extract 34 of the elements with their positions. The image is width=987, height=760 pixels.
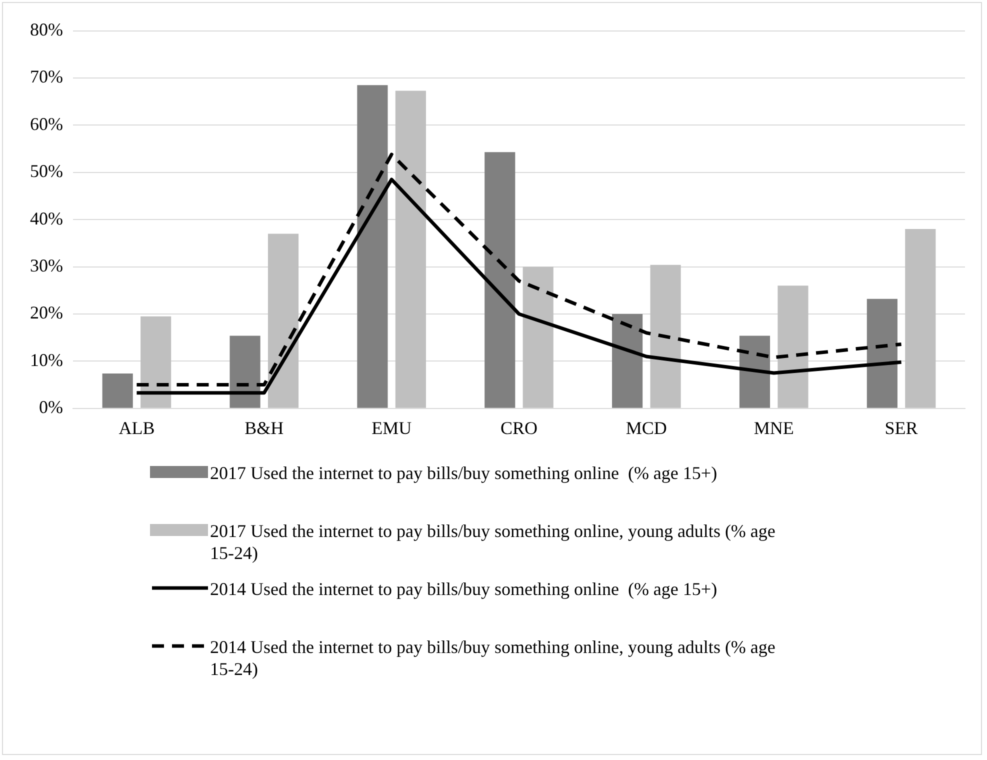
x-tick-label: B&H	[244, 418, 284, 438]
bar	[230, 336, 260, 408]
legend-label: 2014 Used the internet to pay bills/buy something online, young adults (% age 15-24)	[210, 636, 776, 680]
x-tick-label: ALB	[118, 418, 155, 438]
bar	[778, 286, 808, 408]
legend-label: 2014 Used the internet to pay bills/buy something online (% age 15+)	[210, 578, 718, 600]
x-tick-label: SER	[884, 418, 918, 438]
y-tick-label: 70%	[30, 66, 63, 87]
y-tick-label: 80%	[30, 20, 63, 40]
bar	[905, 229, 936, 408]
x-tick-label: CRO	[500, 418, 538, 438]
bar	[268, 234, 299, 408]
x-tick-label: MNE	[754, 418, 794, 438]
y-tick-label: 40%	[30, 208, 63, 228]
y-tick-label: 20%	[30, 302, 63, 323]
y-tick-label: 30%	[30, 256, 63, 276]
y-tick-label: 10%	[30, 350, 63, 370]
y-tick-label: 50%	[30, 161, 63, 182]
bar	[102, 373, 133, 408]
bar	[612, 314, 643, 408]
legend-label: 2017 Used the internet to pay bills/buy something online, young adults (% age 15-24)	[210, 520, 776, 564]
bar	[357, 85, 388, 408]
bar	[484, 152, 516, 408]
y-tick-label: 60%	[30, 114, 63, 134]
bar	[522, 266, 554, 408]
bar	[650, 264, 681, 408]
bar	[739, 336, 770, 408]
bar	[866, 298, 898, 408]
x-tick-label: EMU	[372, 418, 412, 438]
legend-label: 2017 Used the internet to pay bills/buy something online (% age 15+)	[210, 462, 718, 484]
y-tick-label: 0%	[38, 397, 63, 418]
bar	[395, 90, 426, 408]
bar	[140, 316, 172, 408]
x-tick-label: MCD	[626, 418, 667, 438]
